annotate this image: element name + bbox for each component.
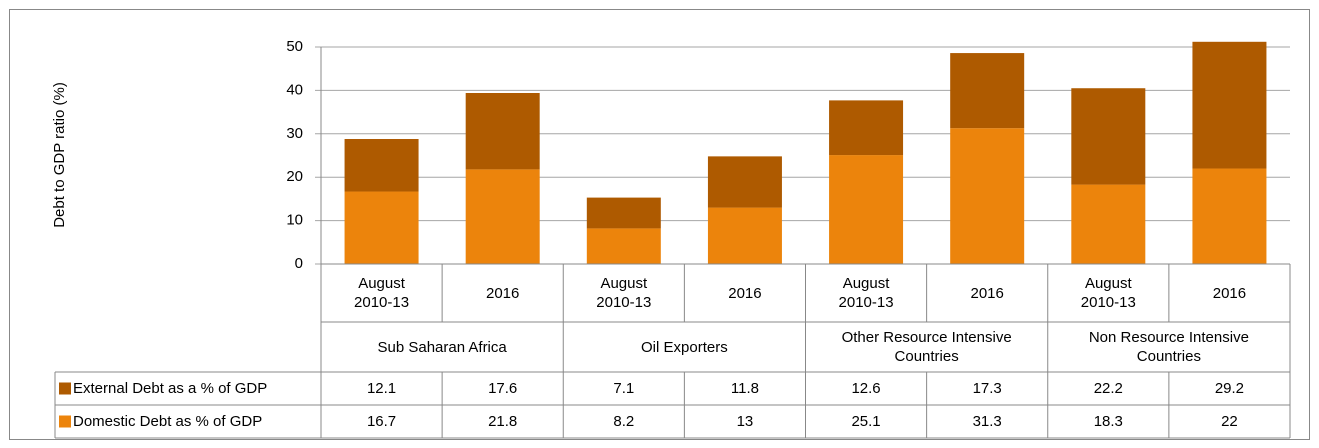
table-value: 8.2 <box>613 413 635 430</box>
category-label: 2016 <box>728 284 762 302</box>
table-value: 29.2 <box>1214 380 1245 397</box>
table-value: 17.3 <box>972 380 1002 397</box>
frame <box>9 9 1310 440</box>
table-value: 12.1 <box>366 380 397 397</box>
bar-segment <box>829 100 904 156</box>
group-label: Sub Saharan Africa <box>377 338 507 356</box>
table-value: 12.6 <box>851 380 881 397</box>
category-label: 2016 <box>486 284 520 302</box>
bar-segment <box>707 207 782 264</box>
bar-segment <box>586 197 661 229</box>
y-axis-label: Debt to GDP ratio (%) <box>51 82 68 228</box>
table-value: 22.2 <box>1093 380 1123 397</box>
table-value: 21.8 <box>488 413 518 430</box>
legend-label: External Debt as a % of GDP <box>73 380 268 397</box>
y-tick-label: 20 <box>286 168 303 185</box>
category-label: August 2010-13 <box>838 275 894 311</box>
table-value: 25.1 <box>851 413 881 430</box>
category-label: 2016 <box>1212 284 1247 302</box>
bar-segment <box>465 169 540 264</box>
group-label: Other Resource Intensive Countries <box>841 329 1012 365</box>
bar-segment <box>586 228 661 264</box>
table-value: 22 <box>1221 413 1238 430</box>
category-label: 2016 <box>970 284 1004 302</box>
table-value: 7.1 <box>613 380 635 397</box>
table-value: 13 <box>736 413 754 430</box>
bar-segment <box>465 93 540 170</box>
y-tick-label: 50 <box>286 38 303 55</box>
legend-swatch <box>59 382 71 395</box>
y-tick-label: 10 <box>286 212 303 229</box>
table-value: 16.7 <box>366 413 397 430</box>
group-label: Oil Exporters <box>641 338 728 356</box>
bar-segment <box>344 139 419 192</box>
category-label: August 2010-13 <box>354 275 410 311</box>
bar-segment <box>829 155 904 264</box>
category-label: August 2010-13 <box>596 275 652 311</box>
y-tick-label: 40 <box>286 81 303 98</box>
category-label: August 2010-13 <box>1080 275 1136 311</box>
bar-segment <box>1192 168 1267 264</box>
bar-segment <box>1192 41 1267 169</box>
table-value: 31.3 <box>972 413 1002 430</box>
table-value: 17.6 <box>488 380 518 397</box>
legend-swatch <box>59 415 71 428</box>
y-tick-label: 30 <box>286 125 303 142</box>
legend-label: Domestic Debt as % of GDP <box>73 413 263 430</box>
bar-segment <box>950 128 1025 264</box>
bar-segment <box>1071 88 1146 185</box>
bar-segment <box>707 156 782 208</box>
table-value: 11.8 <box>730 380 759 397</box>
y-tick-label: 0 <box>295 255 303 272</box>
bar-segment <box>344 191 419 264</box>
table-value: 18.3 <box>1093 413 1123 430</box>
bar-segment <box>1071 184 1146 264</box>
group-label: Non Resource Intensive Countries <box>1088 329 1249 365</box>
bar-segment <box>950 53 1025 129</box>
